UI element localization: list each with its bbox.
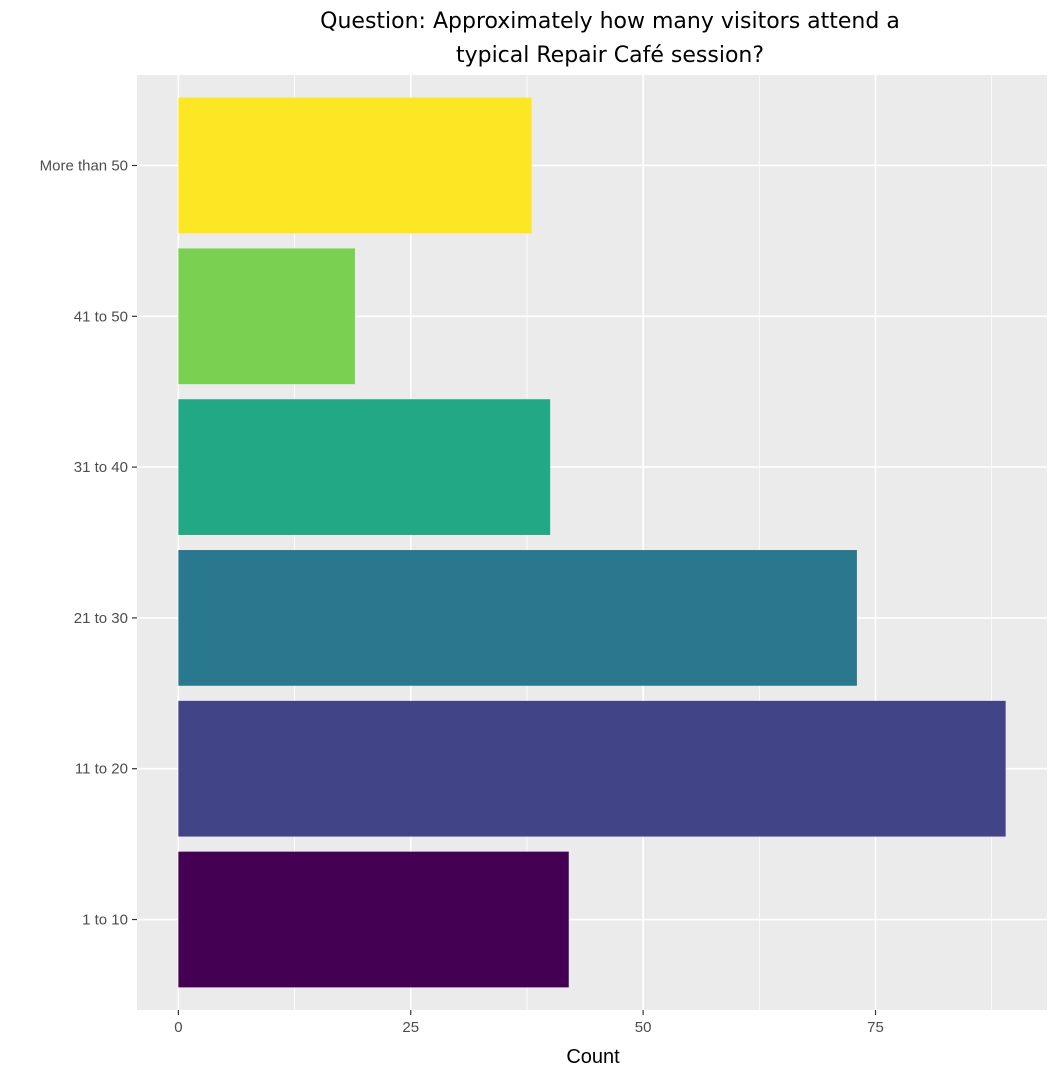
y-tick-label-4: 41 to 50 bbox=[74, 308, 128, 325]
y-axis: 1 to 10 11 to 20 21 to 30 31 to 40 41 to 50 M… bbox=[40, 157, 137, 929]
bar-1 bbox=[178, 700, 1006, 837]
x-axis: 0 25 50 75 bbox=[174, 1010, 884, 1036]
bar-5 bbox=[178, 97, 532, 234]
x-tick-label-3: 75 bbox=[867, 1019, 884, 1036]
bar-4 bbox=[178, 248, 355, 385]
x-tick-label-2: 50 bbox=[635, 1019, 652, 1036]
y-tick-label-1: 11 to 20 bbox=[75, 761, 128, 778]
y-tick-label-0: 1 to 10 bbox=[82, 912, 128, 929]
bar-2 bbox=[178, 550, 857, 686]
bars-group bbox=[178, 97, 1006, 988]
x-tick-label-0: 0 bbox=[174, 1019, 182, 1036]
y-tick-label-5: More than 50 bbox=[40, 157, 128, 174]
chart-title-line-1: Question: Approximately how many visitor… bbox=[320, 9, 900, 34]
bar-0 bbox=[178, 851, 569, 988]
x-axis-title: Count bbox=[566, 1046, 620, 1068]
y-tick-label-2: 21 to 30 bbox=[74, 610, 128, 627]
x-tick-label-1: 25 bbox=[402, 1019, 419, 1036]
bar-3 bbox=[178, 399, 551, 535]
chart-title-line-2: typical Repair Café session? bbox=[456, 43, 764, 68]
y-tick-label-3: 31 to 40 bbox=[74, 459, 128, 476]
